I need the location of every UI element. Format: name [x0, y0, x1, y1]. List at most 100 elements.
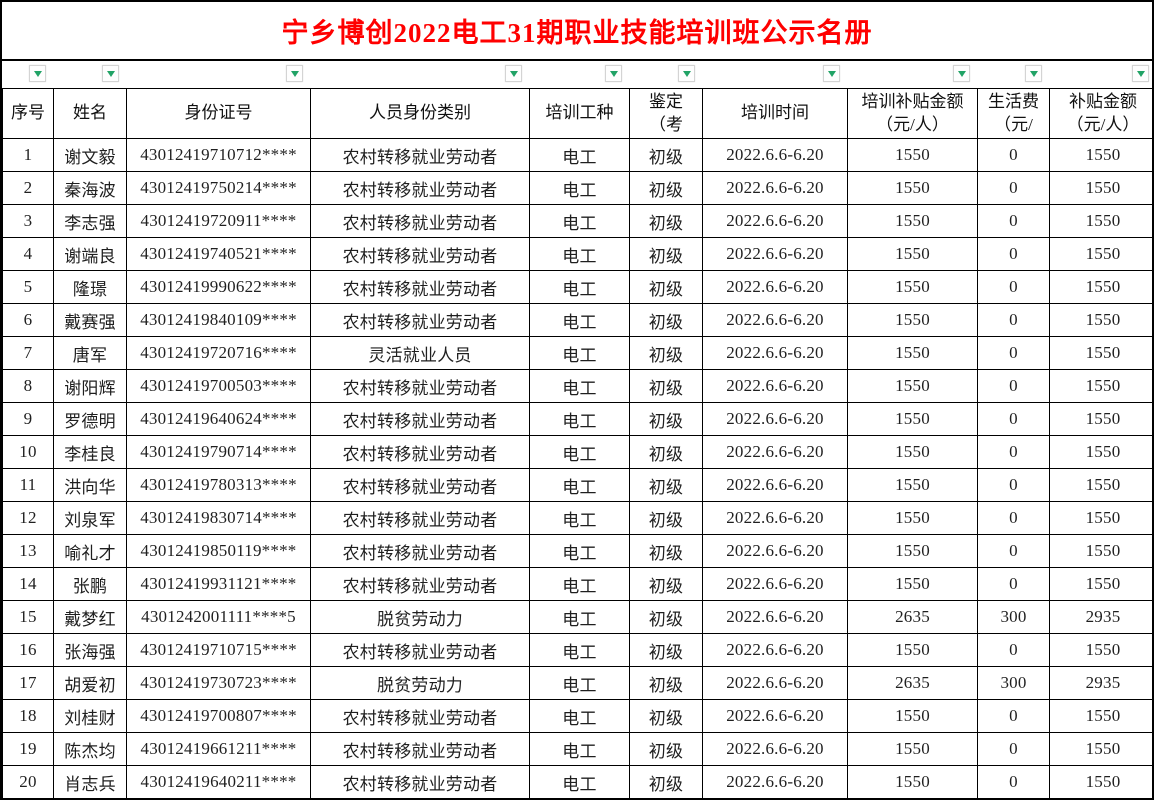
cell-appraisal-level[interactable]: 初级 — [629, 567, 703, 601]
cell-subsidy-total[interactable]: 1550 — [1049, 270, 1154, 304]
cell-id-number[interactable]: 43012419700807**** — [126, 699, 311, 733]
cell-subsidy-total[interactable]: 1550 — [1049, 732, 1154, 766]
cell-index[interactable]: 18 — [2, 699, 54, 733]
cell-id-number[interactable]: 43012419720911**** — [126, 204, 311, 238]
cell-subsidy-total[interactable]: 1550 — [1049, 336, 1154, 370]
cell-appraisal-level[interactable]: 初级 — [629, 138, 703, 172]
cell-index[interactable]: 20 — [2, 765, 54, 799]
cell-name[interactable]: 洪向华 — [53, 468, 127, 502]
cell-name[interactable]: 张鹏 — [53, 567, 127, 601]
cell-id-number[interactable]: 43012419790714**** — [126, 435, 311, 469]
cell-id-number[interactable]: 43012419740521**** — [126, 237, 311, 271]
cell-index[interactable]: 8 — [2, 369, 54, 403]
cell-training-time[interactable]: 2022.6.6-6.20 — [702, 336, 848, 370]
cell-subsidy-total[interactable]: 2935 — [1049, 600, 1154, 634]
cell-name[interactable]: 谢文毅 — [53, 138, 127, 172]
cell-index[interactable]: 12 — [2, 501, 54, 535]
cell-trade[interactable]: 电工 — [529, 765, 630, 799]
cell-living-allowance[interactable]: 0 — [977, 699, 1050, 733]
cell-training-subsidy[interactable]: 1550 — [847, 765, 978, 799]
cell-appraisal-level[interactable]: 初级 — [629, 204, 703, 238]
cell-trade[interactable]: 电工 — [529, 732, 630, 766]
cell-training-subsidy[interactable]: 1550 — [847, 336, 978, 370]
filter-button-id-number[interactable] — [286, 65, 303, 82]
col-header-name[interactable]: 姓名 — [53, 88, 127, 139]
cell-living-allowance[interactable]: 0 — [977, 534, 1050, 568]
cell-subsidy-total[interactable]: 1550 — [1049, 501, 1154, 535]
cell-appraisal-level[interactable]: 初级 — [629, 633, 703, 667]
title-cell[interactable]: 宁乡博创2022电工31期职业技能培训班公示名册 — [2, 2, 1152, 61]
cell-training-time[interactable]: 2022.6.6-6.20 — [702, 765, 848, 799]
cell-trade[interactable]: 电工 — [529, 468, 630, 502]
filter-button-training-subsidy[interactable] — [953, 65, 970, 82]
cell-training-subsidy[interactable]: 1550 — [847, 633, 978, 667]
cell-appraisal-level[interactable]: 初级 — [629, 699, 703, 733]
cell-subsidy-total[interactable]: 1550 — [1049, 567, 1154, 601]
cell-identity-category[interactable]: 农村转移就业劳动者 — [310, 435, 530, 469]
filter-button-living-allowance[interactable] — [1025, 65, 1042, 82]
cell-training-subsidy[interactable]: 1550 — [847, 567, 978, 601]
cell-subsidy-total[interactable]: 1550 — [1049, 171, 1154, 205]
cell-training-subsidy[interactable]: 2635 — [847, 666, 978, 700]
cell-name[interactable]: 罗德明 — [53, 402, 127, 436]
cell-trade[interactable]: 电工 — [529, 270, 630, 304]
cell-name[interactable]: 喻礼才 — [53, 534, 127, 568]
cell-appraisal-level[interactable]: 初级 — [629, 501, 703, 535]
filter-button-index[interactable] — [29, 65, 46, 82]
cell-id-number[interactable]: 43012419710712**** — [126, 138, 311, 172]
cell-name[interactable]: 隆璟 — [53, 270, 127, 304]
cell-name[interactable]: 刘泉军 — [53, 501, 127, 535]
cell-training-time[interactable]: 2022.6.6-6.20 — [702, 138, 848, 172]
cell-identity-category[interactable]: 农村转移就业劳动者 — [310, 468, 530, 502]
cell-training-subsidy[interactable]: 1550 — [847, 402, 978, 436]
cell-appraisal-level[interactable]: 初级 — [629, 468, 703, 502]
cell-subsidy-total[interactable]: 1550 — [1049, 534, 1154, 568]
cell-training-subsidy[interactable]: 1550 — [847, 699, 978, 733]
cell-identity-category[interactable]: 农村转移就业劳动者 — [310, 567, 530, 601]
cell-training-subsidy[interactable]: 1550 — [847, 171, 978, 205]
cell-living-allowance[interactable]: 0 — [977, 336, 1050, 370]
cell-identity-category[interactable]: 脱贫劳动力 — [310, 666, 530, 700]
cell-index[interactable]: 9 — [2, 402, 54, 436]
cell-subsidy-total[interactable]: 1550 — [1049, 468, 1154, 502]
cell-appraisal-level[interactable]: 初级 — [629, 534, 703, 568]
cell-living-allowance[interactable]: 0 — [977, 402, 1050, 436]
cell-living-allowance[interactable]: 300 — [977, 600, 1050, 634]
cell-training-time[interactable]: 2022.6.6-6.20 — [702, 204, 848, 238]
cell-id-number[interactable]: 43012419840109**** — [126, 303, 311, 337]
cell-training-subsidy[interactable]: 1550 — [847, 138, 978, 172]
cell-trade[interactable]: 电工 — [529, 204, 630, 238]
cell-trade[interactable]: 电工 — [529, 336, 630, 370]
cell-identity-category[interactable]: 灵活就业人员 — [310, 336, 530, 370]
cell-training-time[interactable]: 2022.6.6-6.20 — [702, 567, 848, 601]
cell-identity-category[interactable]: 农村转移就业劳动者 — [310, 303, 530, 337]
cell-appraisal-level[interactable]: 初级 — [629, 270, 703, 304]
cell-training-time[interactable]: 2022.6.6-6.20 — [702, 402, 848, 436]
cell-id-number[interactable]: 4301242001111****5 — [126, 600, 311, 634]
cell-living-allowance[interactable]: 0 — [977, 732, 1050, 766]
filter-button-identity-category[interactable] — [505, 65, 522, 82]
col-header-id-number[interactable]: 身份证号 — [126, 88, 311, 139]
cell-id-number[interactable]: 43012419710715**** — [126, 633, 311, 667]
cell-name[interactable]: 唐军 — [53, 336, 127, 370]
cell-name[interactable]: 谢端良 — [53, 237, 127, 271]
cell-training-time[interactable]: 2022.6.6-6.20 — [702, 435, 848, 469]
cell-name[interactable]: 张海强 — [53, 633, 127, 667]
cell-index[interactable]: 13 — [2, 534, 54, 568]
cell-living-allowance[interactable]: 0 — [977, 303, 1050, 337]
cell-appraisal-level[interactable]: 初级 — [629, 303, 703, 337]
cell-training-subsidy[interactable]: 1550 — [847, 369, 978, 403]
cell-training-time[interactable]: 2022.6.6-6.20 — [702, 732, 848, 766]
col-header-training-time[interactable]: 培训时间 — [702, 88, 848, 139]
cell-id-number[interactable]: 43012419730723**** — [126, 666, 311, 700]
cell-id-number[interactable]: 43012419990622**** — [126, 270, 311, 304]
cell-index[interactable]: 14 — [2, 567, 54, 601]
cell-identity-category[interactable]: 农村转移就业劳动者 — [310, 270, 530, 304]
col-header-trade[interactable]: 培训工种 — [529, 88, 630, 139]
cell-identity-category[interactable]: 农村转移就业劳动者 — [310, 171, 530, 205]
cell-subsidy-total[interactable]: 1550 — [1049, 303, 1154, 337]
cell-training-time[interactable]: 2022.6.6-6.20 — [702, 501, 848, 535]
cell-appraisal-level[interactable]: 初级 — [629, 435, 703, 469]
cell-subsidy-total[interactable]: 1550 — [1049, 204, 1154, 238]
cell-identity-category[interactable]: 农村转移就业劳动者 — [310, 699, 530, 733]
